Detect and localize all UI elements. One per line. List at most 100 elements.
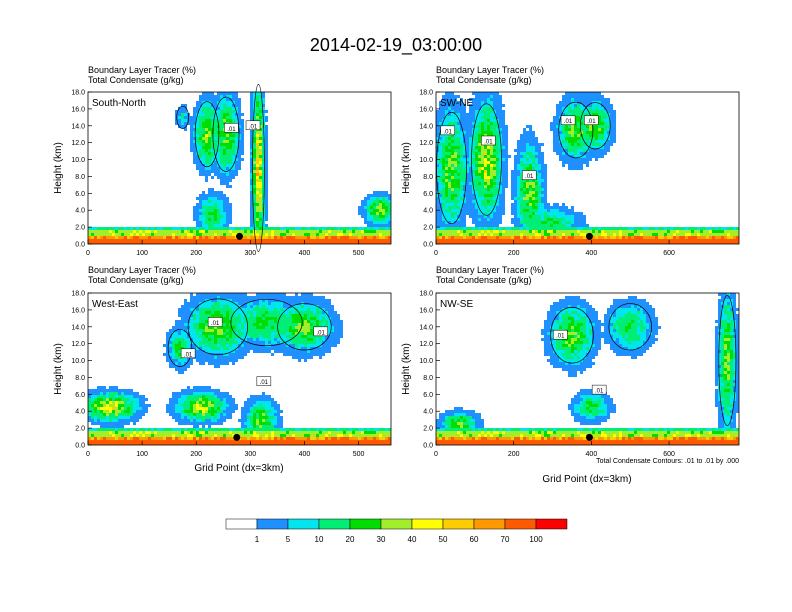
tracer-cell	[181, 395, 184, 398]
tracer-cell	[199, 125, 202, 128]
tracer-cell	[265, 206, 268, 209]
tracer-cell	[388, 206, 391, 209]
tracer-cell	[595, 107, 598, 110]
tracer-cell	[208, 137, 211, 140]
tracer-cell	[370, 239, 373, 242]
tracer-cell	[529, 197, 532, 200]
tracer-cell	[88, 233, 91, 236]
tracer-cell	[700, 227, 703, 230]
tracer-cell	[166, 332, 169, 335]
tracer-cell	[436, 140, 439, 143]
tracer-cell	[226, 158, 229, 161]
tracer-cell	[211, 200, 214, 203]
tracer-cell	[538, 218, 541, 221]
tracer-cell	[157, 236, 160, 239]
x-tick-label: 600	[663, 250, 675, 257]
tracer-cell	[463, 143, 466, 146]
tracer-cell	[109, 395, 112, 398]
tracer-cell	[526, 152, 529, 155]
tracer-cell	[157, 440, 160, 443]
tracer-cell	[121, 395, 124, 398]
tracer-cell	[97, 443, 100, 445]
tracer-cell	[178, 242, 181, 244]
tracer-cell	[175, 431, 178, 434]
tracer-cell	[262, 221, 265, 224]
tracer-cell	[175, 110, 178, 113]
tracer-cell	[442, 107, 445, 110]
tracer-cell	[373, 191, 376, 194]
tracer-cell	[172, 392, 175, 395]
tracer-cell	[604, 137, 607, 140]
tracer-cell	[196, 350, 199, 353]
tracer-cell	[637, 230, 640, 233]
tracer-cell	[241, 134, 244, 137]
tracer-cell	[661, 233, 664, 236]
tracer-cell	[499, 104, 502, 107]
tracer-cell	[280, 239, 283, 242]
tracer-cell	[442, 221, 445, 224]
tracer-cell	[235, 119, 238, 122]
tracer-cell	[463, 188, 466, 191]
tracer-cell	[463, 221, 466, 224]
tracer-cell	[256, 131, 259, 134]
tracer-cell	[553, 149, 556, 152]
tracer-cell	[226, 113, 229, 116]
tracer-cell	[133, 239, 136, 242]
tracer-cell	[571, 143, 574, 146]
tracer-cell	[184, 326, 187, 329]
tracer-cell	[493, 188, 496, 191]
tracer-cell	[700, 242, 703, 244]
tracer-cell	[469, 239, 472, 242]
tracer-cell	[592, 104, 595, 107]
tracer-cell	[541, 179, 544, 182]
tracer-cell	[550, 242, 553, 244]
tracer-cell	[544, 182, 547, 185]
tracer-cell	[475, 164, 478, 167]
tracer-cell	[256, 170, 259, 173]
tracer-cell	[127, 233, 130, 236]
tracer-cell	[616, 242, 619, 244]
tracer-cell	[607, 122, 610, 125]
tracer-cell	[226, 203, 229, 206]
tracer-cell	[166, 407, 169, 410]
tracer-cell	[229, 137, 232, 140]
tracer-cell	[610, 134, 613, 137]
condensate-contour	[176, 105, 189, 129]
tracer-cell	[193, 389, 196, 392]
tracer-cell	[385, 212, 388, 215]
tracer-cell	[442, 179, 445, 182]
tracer-cell	[118, 428, 121, 431]
tracer-cell	[526, 149, 529, 152]
tracer-cell	[112, 404, 115, 407]
tracer-cell	[193, 416, 196, 419]
contour-label: .01	[525, 174, 534, 180]
tracer-cell	[190, 125, 193, 128]
tracer-cell	[439, 152, 442, 155]
tracer-cell	[169, 407, 172, 410]
tracer-cell	[142, 410, 145, 413]
tracer-cell	[106, 395, 109, 398]
tracer-cell	[160, 437, 163, 440]
tracer-cell	[436, 122, 439, 125]
tracer-cell	[352, 242, 355, 244]
tracer-cell	[565, 146, 568, 149]
tracer-cell	[223, 233, 226, 236]
tracer-cell	[595, 152, 598, 155]
tracer-cell	[439, 215, 442, 218]
tracer-cell	[145, 233, 148, 236]
tracer-cell	[94, 233, 97, 236]
tracer-cell	[484, 149, 487, 152]
tracer-cell	[139, 416, 142, 419]
tracer-cell	[385, 200, 388, 203]
tracer-cell	[205, 149, 208, 152]
tracer-cell	[634, 242, 637, 244]
tracer-cell	[250, 170, 253, 173]
tracer-cell	[226, 182, 229, 185]
tracer-cell	[190, 239, 193, 242]
tracer-cell	[358, 227, 361, 230]
tracer-cell	[256, 104, 259, 107]
tracer-cell	[463, 230, 466, 233]
tracer-cell	[286, 233, 289, 236]
tracer-cell	[109, 416, 112, 419]
